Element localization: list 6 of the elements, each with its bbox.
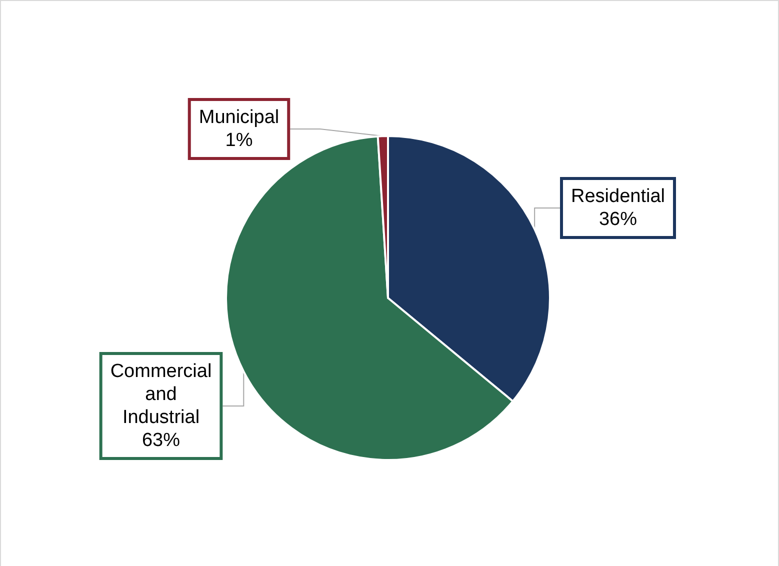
- data-label: 63%: [142, 430, 180, 451]
- data-label: 36%: [598, 209, 638, 230]
- slice-label: Commercial and Industrial: [110, 361, 212, 428]
- slice-label: Residential: [571, 186, 665, 207]
- slice-label: Municipal: [198, 107, 280, 128]
- data-label: 1%: [225, 130, 253, 151]
